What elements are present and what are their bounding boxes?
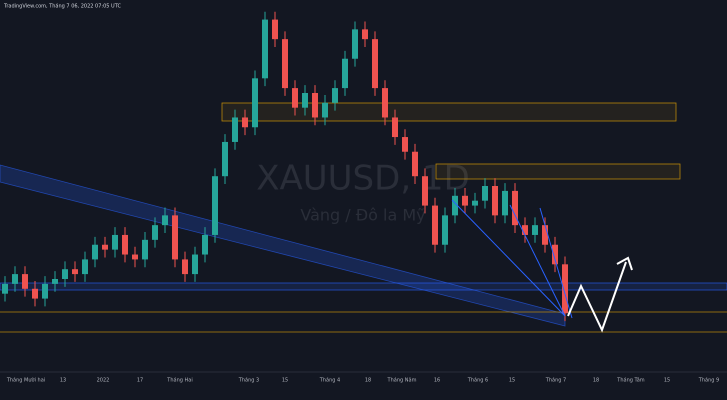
channel	[0, 164, 566, 327]
candle-body	[72, 269, 78, 275]
candle-body	[82, 259, 88, 275]
candle-body	[172, 215, 178, 260]
candle-body	[112, 234, 118, 250]
candle-body	[542, 225, 548, 245]
candle-body	[382, 88, 388, 118]
candle-body	[412, 151, 418, 177]
candle-body	[422, 176, 428, 206]
x-tick-label: Tháng 9	[698, 377, 719, 384]
arrow-head	[616, 256, 633, 271]
candle-body	[242, 117, 248, 128]
x-tick-label: 2022	[97, 378, 110, 384]
candle-body	[2, 283, 8, 294]
candle-body	[502, 190, 508, 216]
candle-body	[212, 176, 218, 235]
candle-body	[132, 254, 138, 260]
candle-body	[322, 102, 328, 118]
wedge-line	[451, 199, 566, 317]
x-tick-label: Tháng 3	[238, 377, 259, 384]
x-tick-label: 16	[434, 378, 440, 384]
candle-body	[12, 274, 18, 284]
resistance-zone	[221, 102, 677, 122]
drawings	[0, 199, 727, 373]
candle-body	[22, 274, 28, 289]
resistance-zone	[435, 163, 681, 180]
x-tick-label: Tháng Hai	[166, 377, 192, 384]
candle-body	[32, 288, 38, 299]
x-tick-label: 15	[664, 378, 670, 384]
candle-body	[232, 117, 238, 142]
candle-body	[292, 88, 298, 108]
candle-body	[552, 244, 558, 265]
wedge-line	[509, 204, 566, 317]
candle-body	[262, 19, 268, 79]
candle-body	[482, 186, 488, 201]
x-tick-label: 18	[593, 378, 599, 384]
x-tick-label: Tháng Tám	[616, 377, 645, 384]
x-tick-label: 15	[509, 378, 515, 384]
x-tick-label: Tháng 4	[319, 377, 340, 384]
x-tick-label: Tháng 7	[545, 377, 566, 384]
candle-body	[432, 205, 438, 245]
candle-body	[352, 29, 358, 59]
x-tick-label: Tháng Năm	[387, 377, 417, 384]
candle-body	[52, 279, 58, 284]
watermark-subtitle: Vàng / Đô la Mỹ	[300, 206, 425, 225]
candle-body	[222, 141, 228, 177]
candle-body	[272, 19, 278, 40]
candle-body	[372, 39, 378, 89]
x-tick-label: Tháng Mười hai	[6, 377, 45, 384]
candle-body	[142, 239, 148, 260]
support-line	[0, 282, 727, 291]
candle-body	[202, 234, 208, 255]
x-tick-label: 13	[60, 378, 66, 384]
candle-body	[302, 93, 308, 108]
x-tick-label: 17	[137, 378, 143, 384]
x-axis-labels: Tháng Mười hai 13 2022 17 Tháng Hai Tháng 3 15…	[6, 377, 719, 384]
x-tick-label: 18	[365, 378, 371, 384]
candle-body	[312, 93, 318, 118]
source: TradingView.com, Tháng 7 06, 2022 07:05 …	[3, 3, 121, 10]
candle-body	[532, 225, 538, 235]
candle-body	[152, 225, 158, 240]
candle-body	[472, 200, 478, 206]
candle-body	[282, 39, 288, 89]
candle-body	[492, 186, 498, 216]
candle-body	[512, 190, 518, 226]
candle-body	[252, 78, 258, 128]
candles	[2, 11, 568, 322]
candle-body	[392, 117, 398, 138]
candle-body	[462, 195, 468, 206]
x-tick-label: 15	[282, 378, 288, 384]
candle-body	[332, 88, 338, 103]
wedge-line	[539, 207, 573, 319]
candle-body	[192, 254, 198, 275]
projection-arrow	[567, 261, 627, 333]
candle-body	[452, 195, 458, 216]
candle-body	[442, 215, 448, 245]
candle-body	[122, 234, 128, 255]
candle-body	[92, 244, 98, 260]
candle-body	[62, 269, 68, 279]
candle-body	[562, 264, 568, 314]
drawings	[0, 102, 727, 333]
x-tick-label: Tháng 6	[467, 377, 488, 384]
candle-body	[402, 137, 408, 152]
candle-body	[522, 225, 528, 235]
candle-body	[182, 259, 188, 275]
watermark-title: XAUUSD, 1D	[256, 159, 470, 199]
candle-body	[42, 283, 48, 299]
candle-body	[362, 29, 368, 40]
candle-body	[162, 215, 168, 226]
candle-body	[342, 58, 348, 89]
candle-body	[102, 244, 108, 250]
